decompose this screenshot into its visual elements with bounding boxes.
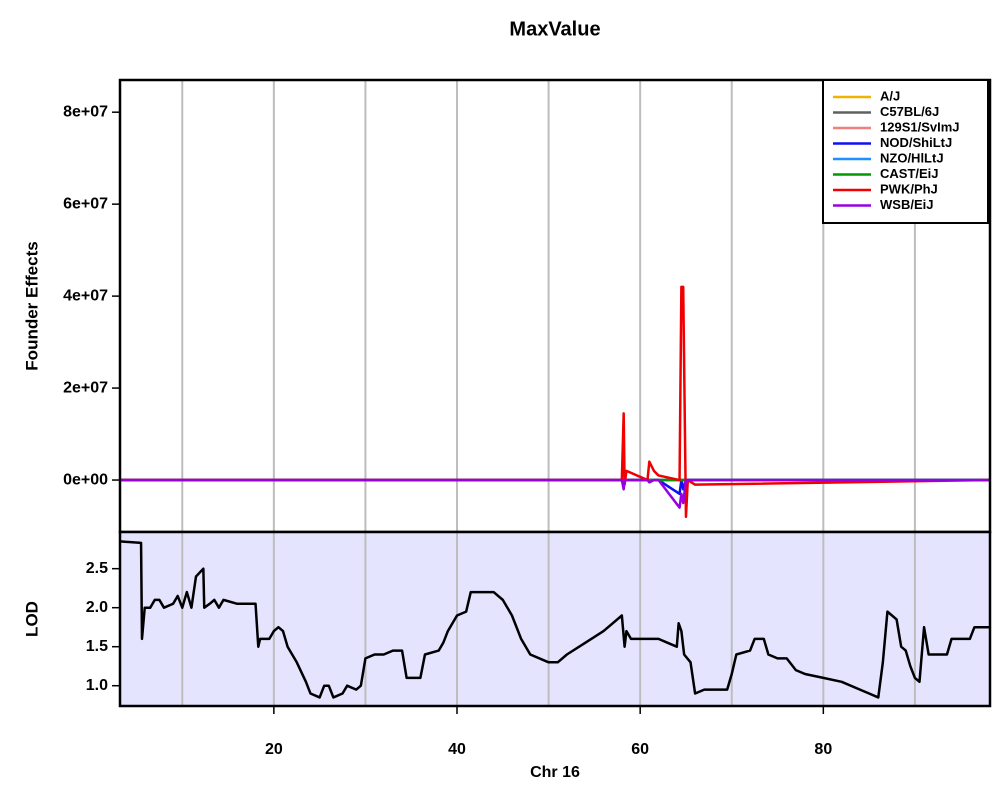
x-tick-label: 20 (265, 741, 283, 758)
y-tick-label: 6e+07 (63, 195, 108, 212)
legend-label: NZO/HlLtJ (880, 150, 944, 165)
chart-title: MaxValue (509, 18, 600, 40)
legend-label: PWK/PhJ (880, 181, 938, 196)
x-tick-label: 80 (814, 741, 832, 758)
x-axis-title: Chr 16 (530, 764, 580, 781)
legend-label: WSB/EiJ (880, 197, 933, 212)
legend-label: C57BL/6J (880, 104, 939, 119)
series-line (119, 540, 990, 699)
legend-label: CAST/EiJ (880, 166, 939, 181)
y-tick-label: 4e+07 (63, 287, 108, 304)
plot-background (120, 532, 990, 706)
y-axis-title: Founder Effects (22, 241, 41, 370)
y-axis-title: LOD (22, 601, 41, 637)
x-tick-label: 60 (631, 741, 649, 758)
legend-box (822, 79, 989, 224)
y-tick-label: 2.5 (86, 560, 108, 577)
legend-label: NOD/ShiLtJ (880, 135, 952, 150)
y-tick-label: 8e+07 (63, 103, 108, 120)
series-line (120, 478, 990, 509)
y-tick-label: 0e+00 (63, 471, 108, 488)
y-tick-label: 1.0 (86, 677, 108, 694)
y-tick-label: 2e+07 (63, 379, 108, 396)
x-tick-label: 40 (448, 741, 466, 758)
y-tick-label: 1.5 (86, 638, 108, 655)
y-tick-label: 2.0 (86, 599, 108, 616)
plot-frame (118, 530, 992, 708)
legend-label: A/J (880, 88, 900, 103)
series-line (120, 285, 991, 519)
legend-label: 129S1/SvImJ (880, 119, 960, 134)
